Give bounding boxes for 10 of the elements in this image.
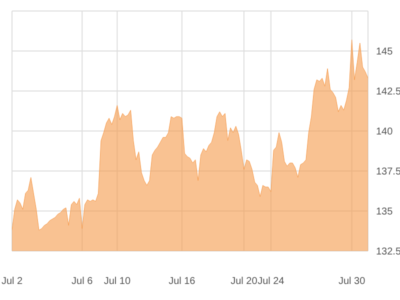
x-tick-label: Jul 6: [72, 276, 94, 288]
x-tick-label: Jul 24: [258, 276, 285, 288]
x-tick-label: Jul 16: [168, 276, 196, 288]
x-tick-label: Jul 2: [1, 276, 23, 288]
y-tick-label: 135: [376, 206, 394, 218]
x-tick-label: Jul 20: [230, 276, 258, 288]
x-tick-label: Jul 10: [104, 276, 131, 288]
y-tick-label: 145: [376, 46, 394, 58]
x-tick-label: Jul 30: [338, 276, 366, 288]
y-tick-label: 140: [376, 126, 394, 138]
